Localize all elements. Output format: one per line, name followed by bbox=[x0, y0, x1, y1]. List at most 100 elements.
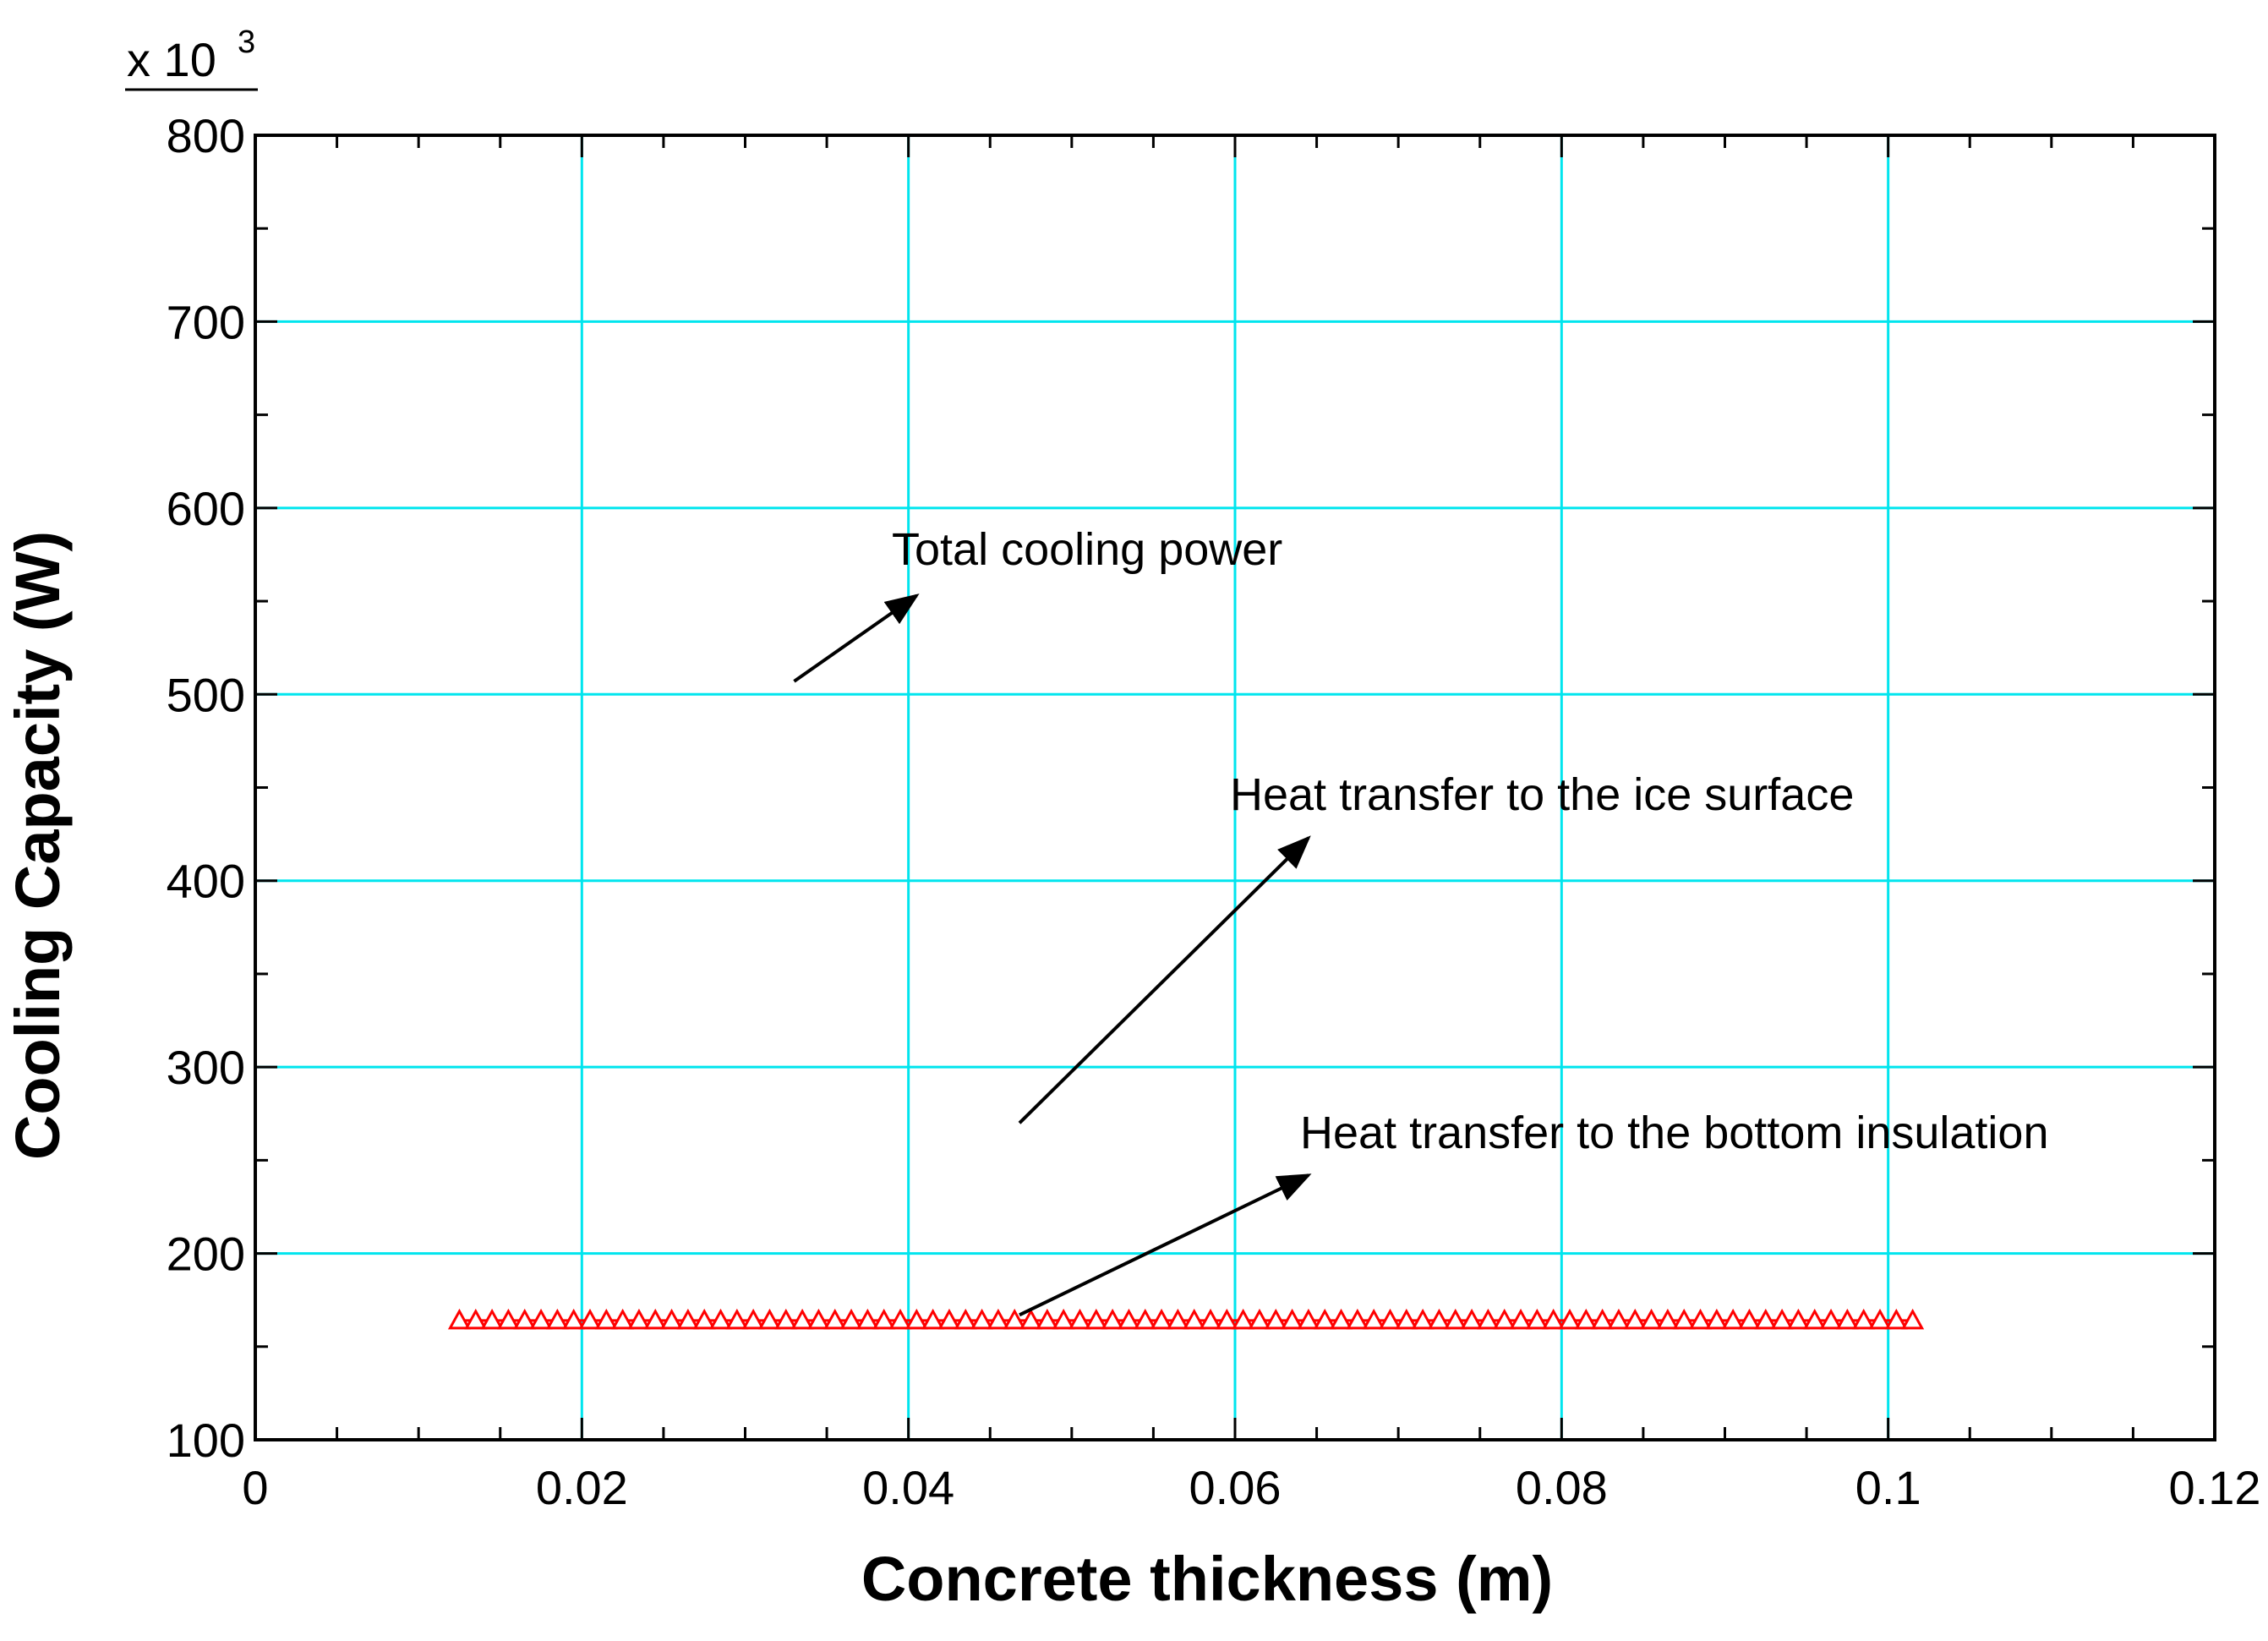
annotation-label: Total cooling power bbox=[892, 524, 1282, 575]
data-point-triangle bbox=[1101, 1308, 1124, 1330]
data-point-triangle bbox=[1493, 1308, 1517, 1330]
data-point-triangle bbox=[1444, 1308, 1467, 1330]
data-series bbox=[447, 1308, 1925, 1330]
y-axis-tick-labels: 100 200 300 400 500 600 700 800 bbox=[167, 109, 245, 1467]
data-point-triangle bbox=[464, 1308, 488, 1330]
data-point-triangle bbox=[823, 1308, 847, 1330]
data-point-triangle bbox=[904, 1308, 928, 1330]
data-point-triangle bbox=[790, 1308, 814, 1330]
data-point-triangle bbox=[480, 1308, 504, 1330]
data-point-triangle bbox=[496, 1308, 520, 1330]
plot-area-frame bbox=[254, 134, 2216, 1441]
data-point-triangle bbox=[1460, 1308, 1484, 1330]
data-point-triangle bbox=[627, 1308, 651, 1330]
data-point-triangle bbox=[529, 1308, 553, 1330]
x-tick-label: 0.08 bbox=[1516, 1461, 1608, 1514]
data-point-triangle bbox=[1754, 1308, 1778, 1330]
y-axis-multiplier: x 10 3 bbox=[125, 25, 258, 91]
data-point-triangle bbox=[1737, 1308, 1762, 1330]
data-point-triangle bbox=[1476, 1308, 1500, 1330]
y-tick-label: 200 bbox=[167, 1228, 245, 1281]
y-tick-label: 400 bbox=[167, 855, 245, 908]
data-point-triangle bbox=[1297, 1308, 1320, 1330]
x-tick-label: 0.02 bbox=[536, 1461, 628, 1514]
data-point-triangle bbox=[1232, 1308, 1255, 1330]
annotation-arrow bbox=[793, 593, 920, 683]
data-point-triangle bbox=[660, 1308, 684, 1330]
data-point-triangle bbox=[1901, 1308, 1925, 1330]
annotation-arrow bbox=[1018, 835, 1311, 1124]
data-point-triangle bbox=[1427, 1308, 1451, 1330]
data-point-triangle bbox=[1150, 1308, 1173, 1330]
data-point-triangle bbox=[1884, 1308, 1908, 1330]
data-point-triangle bbox=[1281, 1308, 1304, 1330]
data-point-triangle bbox=[888, 1308, 912, 1330]
data-point-triangle bbox=[676, 1308, 700, 1330]
data-point-triangle bbox=[757, 1308, 782, 1330]
data-point-triangle bbox=[1819, 1308, 1843, 1330]
data-point-triangle bbox=[1688, 1308, 1713, 1330]
data-point-triangle bbox=[1721, 1308, 1745, 1330]
data-point-triangle bbox=[1705, 1308, 1729, 1330]
data-point-triangle bbox=[1411, 1308, 1435, 1330]
x-tick-label: 0.06 bbox=[1189, 1461, 1282, 1514]
data-point-triangle bbox=[611, 1308, 635, 1330]
data-point-triangle bbox=[725, 1308, 749, 1330]
data-point-triangle bbox=[1803, 1308, 1827, 1330]
data-point-triangle bbox=[954, 1308, 977, 1330]
annotation-label: Heat transfer to the ice surface bbox=[1230, 769, 1854, 820]
data-point-triangle bbox=[1672, 1308, 1696, 1330]
data-point-triangle bbox=[872, 1308, 896, 1330]
data-point-triangle bbox=[1036, 1308, 1059, 1330]
data-point-triangle bbox=[1199, 1308, 1222, 1330]
data-point-triangle bbox=[545, 1308, 569, 1330]
annotation-arrow bbox=[1019, 1173, 1312, 1317]
annotation-label: Heat transfer to the bottom insulation bbox=[1300, 1108, 2049, 1158]
y-multiplier-exponent: 3 bbox=[238, 25, 255, 60]
data-point-triangle bbox=[1330, 1308, 1353, 1330]
data-point-triangle bbox=[1591, 1308, 1615, 1330]
grid-lines bbox=[255, 135, 2215, 1440]
data-point-triangle bbox=[1852, 1308, 1876, 1330]
data-point-triangle bbox=[1362, 1308, 1385, 1330]
data-point-triangle bbox=[1770, 1308, 1794, 1330]
data-point-triangle bbox=[855, 1308, 879, 1330]
x-tick-label: 0.04 bbox=[862, 1461, 954, 1514]
data-point-triangle bbox=[1640, 1308, 1664, 1330]
y-tick-label: 100 bbox=[167, 1414, 245, 1467]
x-tick-label: 0.1 bbox=[1855, 1461, 1921, 1514]
data-point-triangle bbox=[578, 1308, 602, 1330]
data-point-triangle bbox=[921, 1308, 945, 1330]
data-point-triangle bbox=[1395, 1308, 1418, 1330]
y-tick-label: 700 bbox=[167, 295, 245, 348]
y-tick-label: 300 bbox=[167, 1041, 245, 1094]
series-triangle bbox=[447, 1308, 1925, 1330]
data-point-triangle bbox=[1835, 1308, 1859, 1330]
data-point-triangle bbox=[1264, 1308, 1287, 1330]
data-point-triangle bbox=[1166, 1308, 1189, 1330]
x-tick-label: 0.12 bbox=[2169, 1461, 2261, 1514]
data-point-triangle bbox=[970, 1308, 994, 1330]
data-point-triangle bbox=[1183, 1308, 1206, 1330]
data-point-triangle bbox=[1607, 1308, 1631, 1330]
data-point-triangle bbox=[741, 1308, 765, 1330]
data-point-triangle bbox=[562, 1308, 586, 1330]
data-point-triangle bbox=[1346, 1308, 1369, 1330]
data-point-triangle bbox=[594, 1308, 618, 1330]
data-point-triangle bbox=[1068, 1308, 1092, 1330]
data-point-triangle bbox=[1003, 1308, 1026, 1330]
y-tick-label: 600 bbox=[167, 482, 245, 535]
data-point-triangle bbox=[1117, 1308, 1140, 1330]
data-point-triangle bbox=[708, 1308, 733, 1330]
y-tick-label: 800 bbox=[167, 109, 245, 162]
data-point-triangle bbox=[513, 1308, 537, 1330]
data-point-triangle bbox=[1623, 1308, 1647, 1330]
data-point-triangle bbox=[1574, 1308, 1598, 1330]
data-point-triangle bbox=[806, 1308, 830, 1330]
annotations: Total cooling power Heat transfer to the … bbox=[793, 524, 2049, 1317]
y-tick-label: 500 bbox=[167, 668, 245, 721]
data-point-triangle bbox=[1378, 1308, 1402, 1330]
data-point-triangle bbox=[692, 1308, 716, 1330]
